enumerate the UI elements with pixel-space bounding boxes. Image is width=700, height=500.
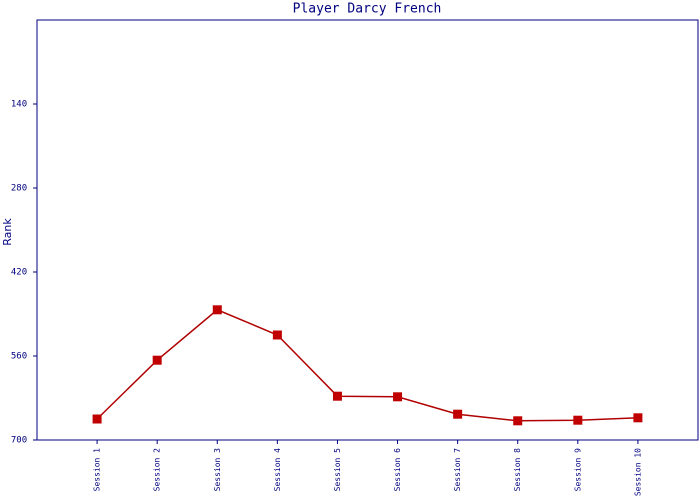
x-tick-label: Session 8 [513,448,522,492]
x-tick-label: Session 9 [573,448,582,492]
y-tick-label: 560 [11,352,27,362]
data-line [96,308,638,422]
x-tick-label: Session 5 [333,448,342,492]
marker [272,330,282,340]
y-tick-label: 140 [11,100,27,110]
x-tick-label: Session 4 [273,448,282,492]
x-tick-label: Session 2 [153,448,162,492]
marker [332,391,342,401]
x-tick-label: Session 6 [393,448,402,492]
x-tick-label: Session 7 [453,448,462,492]
marker [573,415,583,425]
y-tick-label: 280 [11,184,27,194]
marker [212,305,222,315]
marker [152,355,162,365]
x-tick-label: Session 10 [633,448,642,496]
marker [513,416,523,426]
marker [453,409,463,419]
marker [633,413,643,423]
y-tick-label: 700 [11,436,27,446]
chart-title: Player Darcy French [293,2,442,17]
plot-frame [36,19,699,441]
y-axis-label: Rank [1,218,14,246]
marker [393,392,403,402]
x-tick-label: Session 3 [213,448,222,492]
y-tick-label: 420 [11,268,27,278]
marker [92,414,102,424]
x-tick-label: Session 1 [93,448,102,492]
